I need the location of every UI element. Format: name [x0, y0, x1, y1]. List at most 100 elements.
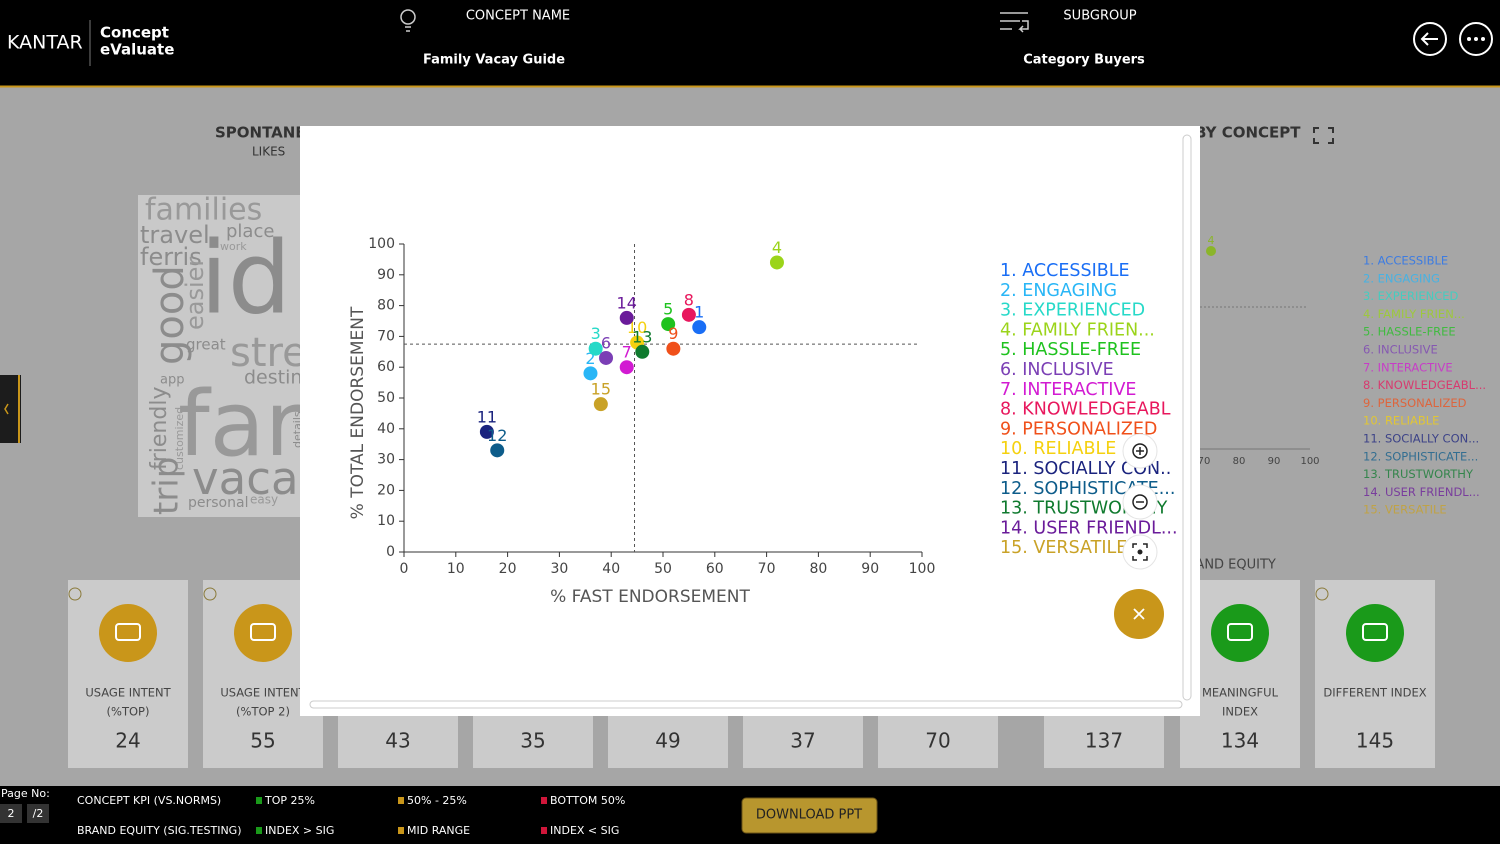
bg-legend-item: 4. FAMILY FRIEN...	[1363, 307, 1465, 321]
kpi-label: INDEX	[1222, 705, 1258, 719]
page-total: /2	[33, 807, 44, 820]
download-button[interactable]	[741, 797, 878, 834]
point	[635, 344, 650, 359]
point-label: 6	[601, 333, 611, 352]
word: easier	[181, 257, 209, 330]
x-tick-label: 80	[809, 561, 827, 577]
kpi-icon	[234, 604, 292, 662]
info-icon[interactable]	[1315, 587, 1329, 601]
point	[619, 360, 634, 375]
point	[769, 255, 784, 270]
legend-item: 1. ACCESSIBLE	[1000, 261, 1130, 281]
reset-zoom-button[interactable]	[1122, 534, 1158, 570]
kpi-icon-glyph	[1362, 623, 1388, 641]
x-tick-label: 100	[909, 561, 936, 577]
point-label: 4	[772, 238, 782, 257]
bg-legend-item: 13. TRUSTWORTHY	[1363, 467, 1474, 481]
point-label: 13	[632, 327, 652, 346]
subgroup-value: Category Buyers	[1023, 53, 1145, 68]
x-tick-label: 40	[602, 561, 620, 577]
kpi-icon	[1346, 604, 1404, 662]
legend-item: 9. PERSONALIZED	[1000, 419, 1157, 439]
close-button[interactable]	[1114, 589, 1164, 639]
kpi-icon	[99, 604, 157, 662]
point-label: 14	[617, 293, 637, 312]
word: personal	[188, 495, 248, 511]
point-label: 12	[487, 426, 507, 445]
word: far	[178, 372, 302, 477]
zoom-in-button[interactable]	[1122, 433, 1158, 469]
kpi-icon-glyph	[115, 623, 141, 641]
bg-legend-item: 12. SOPHISTICATE...	[1363, 449, 1478, 463]
y-tick-label: 90	[377, 267, 395, 283]
word: trip	[147, 457, 187, 515]
kpi-value: 70	[925, 729, 950, 753]
word: details	[291, 411, 304, 448]
x-tick-label: 0	[400, 561, 409, 577]
kpi-label: (%TOP 2)	[236, 705, 290, 719]
expand-icon[interactable]	[1313, 127, 1334, 144]
legend-item: 8. KNOWLEDGEABL	[1000, 400, 1171, 420]
word: friendly	[147, 387, 172, 470]
bg-legend-item: 7. INTERACTIVE	[1363, 360, 1453, 374]
point-label: 15	[591, 380, 611, 399]
concept-value: Family Vacay Guide	[423, 53, 565, 68]
legend-item: 10. RELIABLE	[1000, 439, 1116, 459]
legend-swatch	[398, 797, 404, 804]
legend-item: 5. HASSLE-FREE	[1000, 340, 1141, 360]
point	[666, 341, 681, 356]
bg-legend-item: 8. KNOWLEDGEABL...	[1363, 378, 1486, 392]
v-scrollbar[interactable]	[1182, 134, 1192, 701]
bg-x-tick-label: 90	[1268, 456, 1281, 467]
word: vaca	[192, 452, 299, 505]
kpi-label: MEANINGFUL	[1202, 686, 1279, 700]
bg-x-tick-label: 100	[1300, 456, 1319, 467]
legend-item: 14. USER FRIENDL...	[1000, 518, 1178, 538]
kpi-label: USAGE INTENT	[85, 686, 171, 700]
kpi-label: USAGE INTENT	[220, 686, 306, 700]
kpi-icon-glyph	[250, 623, 276, 641]
x-axis-title: % FAST ENDORSEMENT	[550, 587, 750, 607]
side-handle[interactable]	[0, 375, 21, 443]
back-button[interactable]	[1413, 22, 1447, 56]
app-name: Concept	[100, 24, 169, 42]
app-name: eValuate	[100, 41, 174, 59]
legend-item: BOTTOM 50%	[550, 794, 625, 807]
word: ferris	[140, 243, 202, 271]
page-label: Page No:	[1, 787, 50, 800]
scatter-chart: 0 10 20 30 40 50 60 70 80 90 100 0 10 20 30 40 50 60 70 80 9…	[348, 236, 1178, 607]
legend-item: INDEX < SIG	[550, 824, 619, 837]
legend-swatch	[398, 827, 404, 834]
kpi-value: 134	[1221, 729, 1259, 753]
section-subtitle: LIKES	[252, 145, 285, 159]
info-icon[interactable]	[68, 587, 82, 601]
info-icon[interactable]	[203, 587, 217, 601]
bg-legend-item: 5. HASSLE-FREE	[1363, 325, 1456, 339]
word: destin	[244, 367, 302, 389]
x-tick-label: 30	[550, 561, 568, 577]
bg-x-tick-label: 80	[1233, 456, 1246, 467]
kpi-label: (%TOP)	[107, 705, 150, 719]
y-tick-label: 70	[377, 328, 395, 344]
h-scrollbar[interactable]	[309, 700, 1183, 709]
word: families	[145, 193, 262, 228]
legend-swatch	[541, 797, 547, 804]
point-label: 1	[694, 303, 704, 322]
subgroup-icon	[1000, 12, 1029, 33]
bg-legend-item: 9. PERSONALIZED	[1363, 396, 1467, 410]
kpi-value: 35	[520, 729, 545, 753]
word: id	[200, 219, 291, 336]
legend-item: MID RANGE	[407, 824, 470, 837]
more-button[interactable]	[1459, 22, 1493, 56]
kpi-value: 145	[1356, 729, 1394, 753]
kpi-value: 37	[790, 729, 815, 753]
kpi-label: DIFFERENT INDEX	[1323, 686, 1426, 700]
point-label: 9	[668, 324, 678, 343]
bg-legend-item: 6. INCLUSIVE	[1363, 343, 1438, 357]
bg-legend-item: 10. RELIABLE	[1363, 414, 1439, 428]
point-label: 3	[591, 324, 601, 343]
legend-title: CONCEPT KPI (VS.NORMS)	[77, 794, 221, 807]
bulb-icon	[400, 9, 416, 32]
zoom-out-button[interactable]	[1122, 484, 1158, 520]
